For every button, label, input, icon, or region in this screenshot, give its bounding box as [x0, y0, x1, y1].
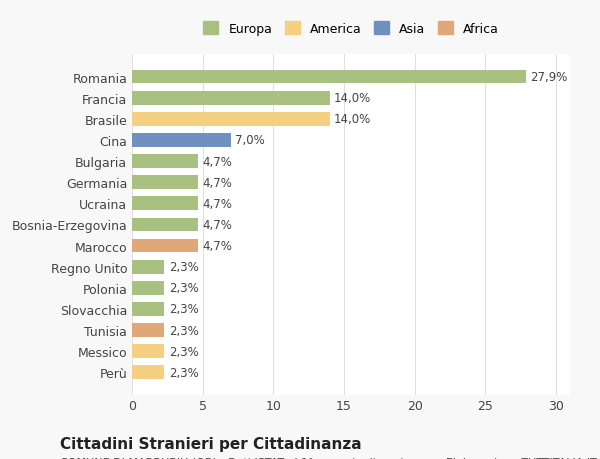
Bar: [132, 281, 164, 295]
Text: 2,3%: 2,3%: [169, 345, 199, 358]
Text: 14,0%: 14,0%: [334, 113, 371, 126]
Text: COMUNE DI MARRUBIU (OR) - Dati ISTAT al 1° gennaio di ogni anno - Elaborazione T: COMUNE DI MARRUBIU (OR) - Dati ISTAT al …: [60, 457, 597, 459]
Text: 2,3%: 2,3%: [169, 324, 199, 337]
Bar: [132, 366, 164, 379]
Bar: [132, 71, 526, 84]
Legend: Europa, America, Asia, Africa: Europa, America, Asia, Africa: [199, 17, 503, 41]
Bar: [132, 218, 199, 232]
Bar: [132, 260, 164, 274]
Text: 2,3%: 2,3%: [169, 303, 199, 316]
Bar: [132, 176, 199, 190]
Text: 14,0%: 14,0%: [334, 92, 371, 105]
Bar: [132, 112, 330, 126]
Bar: [132, 197, 199, 211]
Text: 4,7%: 4,7%: [203, 240, 233, 252]
Text: 2,3%: 2,3%: [169, 366, 199, 379]
Text: Cittadini Stranieri per Cittadinanza: Cittadini Stranieri per Cittadinanza: [60, 436, 362, 451]
Bar: [132, 155, 199, 168]
Bar: [132, 302, 164, 316]
Text: 4,7%: 4,7%: [203, 176, 233, 189]
Text: 2,3%: 2,3%: [169, 282, 199, 295]
Text: 4,7%: 4,7%: [203, 197, 233, 210]
Bar: [132, 239, 199, 253]
Text: 2,3%: 2,3%: [169, 261, 199, 274]
Bar: [132, 134, 231, 147]
Bar: [132, 324, 164, 337]
Text: 7,0%: 7,0%: [235, 134, 265, 147]
Bar: [132, 92, 330, 105]
Text: 4,7%: 4,7%: [203, 155, 233, 168]
Bar: [132, 345, 164, 358]
Text: 27,9%: 27,9%: [530, 71, 568, 84]
Text: 4,7%: 4,7%: [203, 218, 233, 231]
